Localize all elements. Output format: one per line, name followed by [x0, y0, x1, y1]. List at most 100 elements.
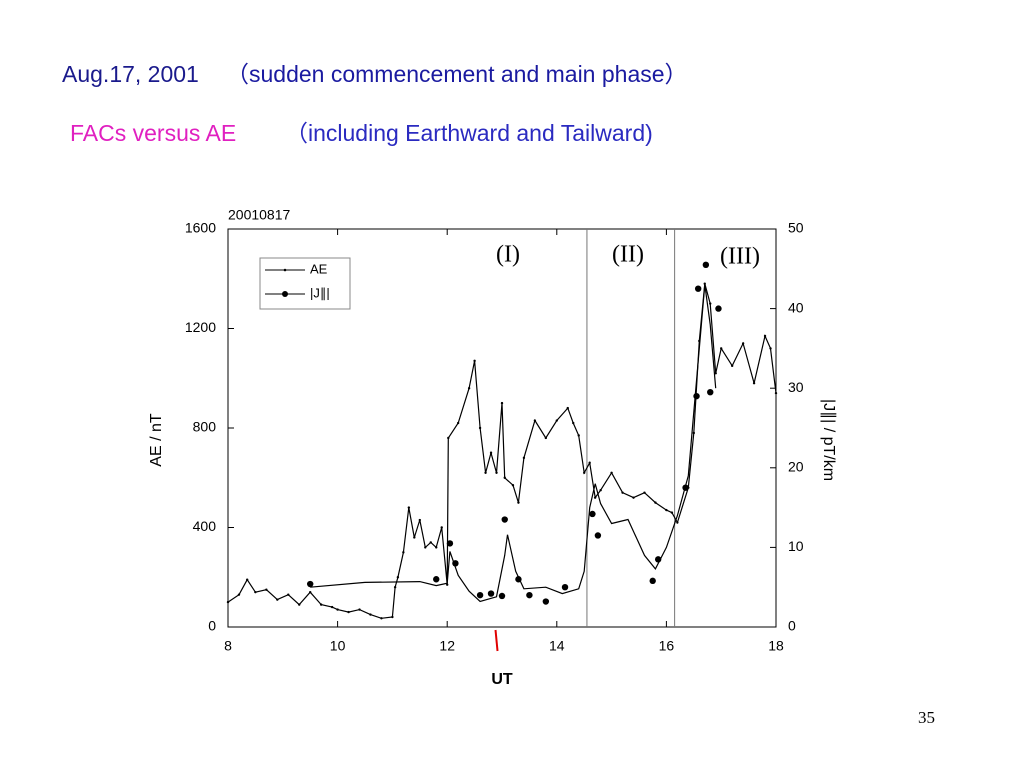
phase-label: (II) [612, 242, 644, 268]
phase-label: (I) [496, 242, 520, 268]
j-point [476, 591, 484, 599]
ae-point [522, 456, 526, 460]
ae-point [265, 588, 268, 591]
ae-point [226, 600, 230, 604]
ae-point [495, 471, 498, 474]
ae-point [380, 617, 383, 620]
j-point [515, 576, 522, 583]
ae-point [709, 302, 712, 305]
legend-box [259, 257, 351, 310]
ae-point [503, 476, 506, 479]
j-point [594, 532, 602, 539]
ae-point [643, 491, 646, 494]
legend-label: |J∥| [310, 285, 330, 300]
ae-point [774, 391, 778, 395]
ae-point [752, 382, 756, 385]
j-point [693, 392, 700, 400]
ae-point [287, 593, 290, 596]
ae-point [369, 613, 372, 616]
x-axis-label: UT [491, 671, 513, 688]
j-point [542, 598, 550, 605]
event-marker [494, 629, 499, 652]
legend-marker [282, 291, 288, 297]
legend-label: AE [310, 261, 328, 276]
ae-point [309, 590, 312, 594]
ae-point [473, 359, 476, 363]
ae-point [467, 387, 471, 390]
ae-point [665, 508, 668, 512]
legend-marker [283, 268, 287, 272]
ae-point [654, 501, 657, 504]
ae-point [489, 451, 493, 455]
j-point [649, 577, 656, 585]
ae-point [319, 603, 323, 606]
y2-tick-label: 50 [788, 220, 804, 236]
j-point [487, 590, 495, 597]
title: （sudden commencement and main phase） [226, 61, 688, 87]
y-tick-label: 800 [193, 419, 217, 435]
ae-point [254, 590, 257, 594]
y2-tick-label: 30 [788, 379, 804, 395]
ae-point [730, 364, 734, 368]
ae-point [583, 471, 586, 474]
ae-point [447, 436, 450, 440]
ae-point [393, 586, 397, 589]
ae-point [402, 551, 405, 554]
ae-point [347, 610, 350, 614]
y2-tick-label: 40 [788, 299, 804, 315]
series-line [310, 284, 717, 603]
ae-point [440, 526, 443, 529]
x-tick-label: 14 [549, 638, 565, 654]
ae-point [593, 496, 597, 499]
ae-point [703, 282, 706, 285]
y-tick-label: 400 [193, 518, 217, 534]
ae-point [599, 488, 602, 492]
ae-point [358, 608, 361, 611]
x-tick-label: 8 [224, 638, 232, 654]
y-tick-label: 0 [208, 618, 216, 634]
ae-point [632, 496, 635, 499]
ae-point [555, 419, 558, 422]
ae-point [396, 576, 400, 579]
ae-point [456, 421, 460, 425]
subtitle-lead: FACs versus AE [70, 120, 236, 146]
ae-point [407, 506, 411, 509]
ae-point [391, 615, 394, 619]
ae-point [533, 419, 537, 422]
j-point [501, 516, 508, 523]
j-point [702, 261, 710, 269]
y2-tick-label: 20 [788, 459, 804, 475]
ae-point [670, 511, 674, 514]
y2-axis-label: |J∥| / pT/km [820, 399, 837, 481]
ae-point [769, 347, 772, 350]
j-point [498, 592, 506, 600]
series-line [227, 283, 777, 619]
y-tick-label: 1600 [185, 220, 216, 236]
x-tick-label: 16 [659, 638, 675, 654]
ae-point [237, 593, 241, 596]
j-point [446, 540, 454, 547]
ae-point [741, 342, 745, 345]
ae-point [435, 546, 438, 549]
ae-point [336, 608, 339, 611]
j-point [307, 580, 314, 588]
ae-point [676, 521, 679, 524]
y-tick-label: 1200 [185, 319, 216, 335]
ae-point [446, 583, 449, 586]
ae-point [544, 436, 548, 440]
ae-point [478, 426, 482, 430]
chart-label: 20010817 [228, 207, 291, 223]
ae-point [276, 598, 279, 601]
x-tick-label: 12 [439, 638, 455, 654]
j-point [589, 510, 596, 518]
x-tick-label: 18 [768, 638, 784, 654]
j-point [433, 576, 440, 583]
ae-point [720, 347, 723, 350]
date: Aug.17, 2001 [62, 61, 199, 87]
x-tick-label: 10 [330, 638, 346, 654]
j-point [694, 285, 702, 292]
ae-point [714, 372, 717, 375]
ae-point [763, 334, 767, 338]
